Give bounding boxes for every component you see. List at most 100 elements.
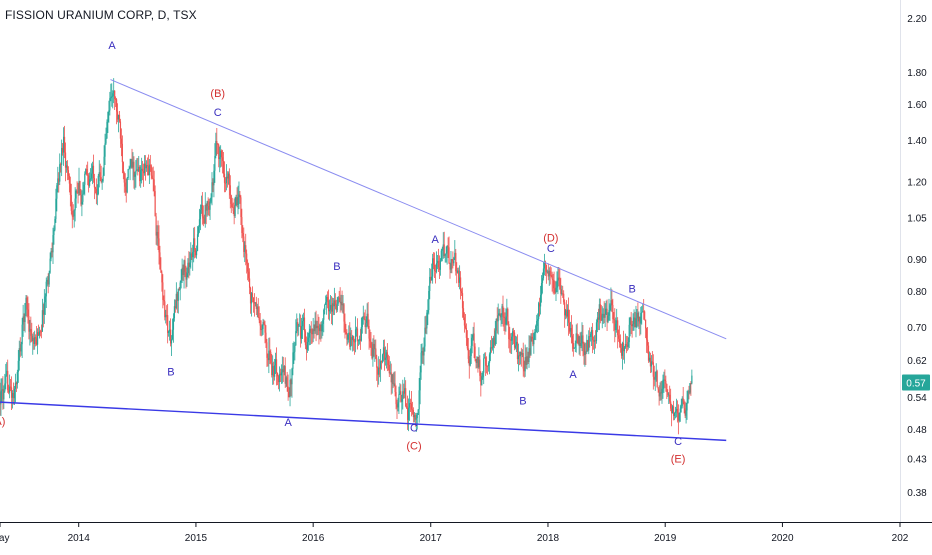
candle-body [67, 170, 70, 176]
candle-body [475, 359, 477, 363]
candle-body [343, 304, 345, 322]
candle-body [516, 341, 519, 360]
candle-body [385, 352, 388, 358]
candle-body [305, 345, 308, 350]
candle-body [159, 252, 161, 270]
candle-body [297, 322, 299, 327]
candle-body [203, 218, 205, 224]
candle-body [324, 304, 326, 310]
candle-body [337, 297, 339, 304]
candle-body [142, 171, 145, 174]
candle-body [532, 338, 534, 345]
candle-body [65, 165, 68, 168]
candle-body [52, 235, 54, 253]
candle-body [38, 331, 41, 336]
candle-body [210, 197, 212, 202]
candle-body [357, 340, 360, 342]
candle-body [668, 394, 670, 396]
candle-body [137, 169, 139, 172]
candle-body [189, 262, 191, 267]
candle-body [346, 334, 348, 340]
candle-body [8, 390, 10, 393]
candle-body [589, 336, 591, 337]
candle-body [604, 314, 606, 318]
candle-body [690, 383, 692, 384]
candle-body [427, 310, 429, 313]
candle-body [518, 355, 520, 357]
candle-body [515, 341, 518, 346]
candle-body [547, 271, 549, 277]
candle-body [309, 328, 311, 332]
candle-body [221, 157, 224, 161]
candle-body [349, 332, 351, 347]
candle-body [195, 250, 198, 256]
candle-body [465, 327, 467, 338]
candle-body [104, 143, 106, 157]
candle-body [201, 204, 203, 217]
candle-body [492, 337, 494, 348]
candle-body [424, 327, 426, 347]
candle-body [208, 206, 210, 210]
candle-body [687, 391, 689, 404]
candle-body [669, 394, 671, 402]
x-tick-label: 2018 [537, 533, 560, 544]
wave-label: B [333, 261, 340, 273]
wave-label: C [547, 243, 555, 255]
trendline-lower [0, 401, 727, 442]
candle-body [106, 121, 108, 139]
candle-body [641, 312, 643, 314]
candle-body [317, 325, 319, 329]
candle-body [595, 322, 598, 342]
candle-body [64, 152, 67, 168]
candle-body [47, 279, 49, 285]
candle-body [562, 293, 564, 295]
candle-body [109, 98, 111, 111]
candle-body [320, 324, 322, 332]
candle-body [86, 169, 88, 175]
candle-body [469, 356, 471, 366]
candle-body [205, 204, 207, 211]
candle-body [169, 329, 172, 344]
candle-body [493, 337, 495, 345]
candle-body [441, 249, 443, 251]
y-tick-label: 0.62 [907, 356, 927, 367]
candle-body [48, 272, 50, 285]
candle-body [242, 233, 244, 237]
candle-body [274, 359, 277, 366]
candle-body [198, 219, 201, 227]
candle-body [5, 375, 7, 384]
candle-body [231, 203, 233, 208]
candle-body [216, 140, 218, 144]
candle-body [132, 161, 134, 168]
candle-body [108, 110, 110, 112]
candle-body [187, 262, 189, 274]
candle-body [376, 358, 378, 368]
y-tick-label: 0.80 [907, 287, 927, 298]
candle-body [470, 345, 472, 357]
last-price-label: 0.57 [906, 378, 926, 389]
candle-body [315, 320, 317, 329]
candle-body [628, 324, 630, 343]
candle-body [389, 372, 391, 374]
wave-label: B [167, 366, 174, 378]
candle-body [539, 303, 541, 307]
candle-body [278, 374, 281, 383]
candle-body [222, 160, 225, 174]
candle-body [199, 210, 202, 220]
candle-body [591, 330, 593, 334]
candle-body [407, 407, 409, 420]
candle-body [347, 334, 349, 340]
candle-body [426, 312, 428, 329]
candle-body [611, 300, 613, 305]
candle-body [606, 308, 608, 323]
candle-body [340, 301, 342, 304]
candle-body [564, 302, 566, 316]
candle-body [26, 297, 28, 310]
candle-body [457, 270, 459, 273]
candle-body [143, 163, 146, 174]
candle-body [672, 406, 675, 416]
candle-body [553, 280, 555, 289]
candle-body [397, 402, 399, 408]
